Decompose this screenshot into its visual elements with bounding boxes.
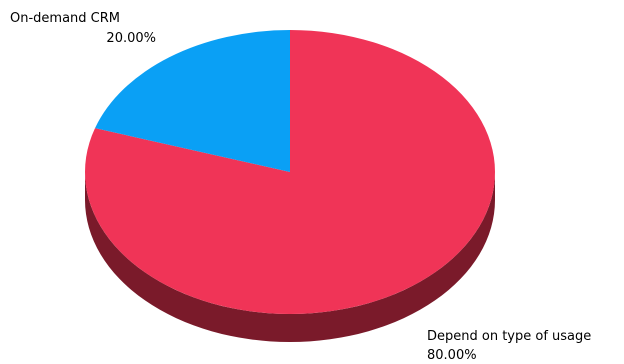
slice-label-depend-on-usage: Depend on type of usage bbox=[427, 329, 591, 344]
slice-label-on-demand-crm: On-demand CRM bbox=[10, 11, 120, 26]
pie-side-walls bbox=[85, 172, 495, 342]
slice-percent-on-demand-crm: 20.00% bbox=[106, 31, 156, 46]
slice-percent-depend-on-usage: 80.00% bbox=[427, 348, 477, 363]
pie-slice-on-demand-crm bbox=[95, 30, 290, 172]
pie-side-depend-on-type-of-usage bbox=[85, 172, 495, 342]
pie-slices bbox=[85, 30, 495, 314]
